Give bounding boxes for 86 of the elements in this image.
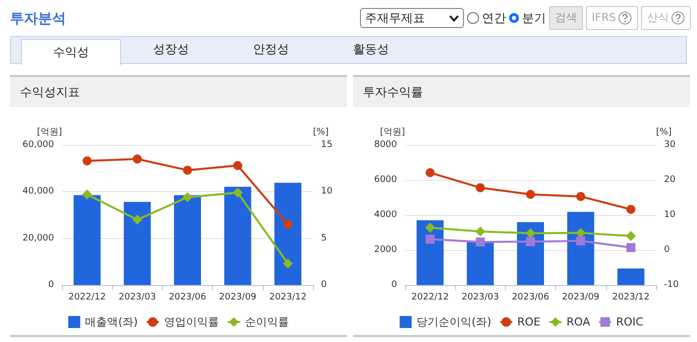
bar (617, 268, 644, 285)
text: 수익성 (21, 39, 121, 65)
point (526, 228, 536, 238)
y2-axis-title: [%] (656, 128, 672, 138)
point (233, 161, 242, 170)
legend-label: ROE (517, 316, 541, 328)
legend-label: 영업이익률 (164, 316, 219, 328)
x-tick-label: 2023/12 (612, 292, 650, 302)
x-tick-label: 2022/12 (68, 292, 106, 302)
y-tick-label: 4000 (374, 210, 398, 220)
legend-label: 매출액(좌) (85, 316, 138, 328)
point (476, 237, 485, 246)
point (475, 226, 486, 236)
point (426, 168, 435, 178)
bar (224, 186, 252, 285)
point (626, 231, 636, 241)
point (282, 258, 293, 269)
point (182, 192, 192, 202)
y-tick-label: 0 (48, 280, 54, 290)
y-tick-label: 20,000 (22, 233, 54, 244)
x-tick-label: 2023/06 (168, 292, 206, 302)
y-tick-label: 6000 (374, 175, 398, 185)
y-axis-title: [억원] (36, 128, 62, 138)
text: 분기 (522, 10, 546, 26)
point (82, 156, 92, 166)
y2-tick-label: 15 (321, 140, 332, 150)
point (232, 188, 243, 198)
text: 투자분석 (10, 10, 66, 28)
bar (174, 195, 201, 285)
point (426, 234, 435, 244)
bar (567, 212, 594, 285)
y2-tick-label: 20 (664, 175, 676, 185)
y2-tick-label: 10 (321, 186, 333, 197)
x-tick-label: 2023/06 (512, 292, 550, 302)
y2-tick-label: 30 (664, 140, 676, 150)
y2-tick-label: 10 (664, 210, 676, 220)
bar (466, 242, 494, 285)
y-tick-label: 2000 (374, 245, 398, 255)
x-tick-label: 2023/12 (269, 292, 307, 302)
point (526, 237, 535, 246)
point (576, 236, 586, 246)
x-tick-label: 2022/12 (411, 292, 449, 302)
bar (74, 195, 101, 285)
y-tick-label: 40,000 (22, 186, 54, 197)
x-tick-label: 2023/03 (118, 292, 156, 302)
x-tick-label: 2023/09 (562, 292, 600, 302)
y2-tick-label: 0 (321, 280, 327, 290)
text: 성장성 (152, 41, 190, 58)
point (132, 154, 142, 164)
y2-tick-label: -10 (664, 280, 679, 290)
bar (124, 202, 151, 285)
y-tick-label: 60,000 (22, 140, 54, 150)
point (626, 243, 636, 252)
text: 안정성 (252, 41, 290, 58)
x-tick-label: 2023/03 (462, 292, 499, 302)
x-tick-label: 2023/09 (219, 292, 257, 302)
y-tick-label: 0 (391, 280, 398, 290)
text: 연간 (482, 10, 506, 26)
legend-label: 당기순이익(좌) (416, 316, 492, 328)
point (526, 190, 535, 199)
point (183, 166, 192, 175)
y2-tick-label: 5 (321, 233, 327, 244)
y2-axis-title: [%] (313, 128, 329, 138)
chart-title: 수익성지표 (10, 75, 347, 107)
y2-tick-label: 0 (664, 245, 670, 255)
point (425, 222, 436, 233)
y-tick-label: 8000 (374, 140, 398, 150)
point (576, 192, 586, 201)
point (283, 220, 292, 229)
point (132, 214, 142, 225)
point (82, 189, 92, 200)
text: 검색 (548, 6, 583, 30)
text: IFRS (586, 6, 638, 30)
text: 산식 (641, 6, 691, 30)
bar (274, 182, 302, 285)
point (476, 183, 485, 192)
legend-label: ROA (566, 316, 591, 328)
legend-label: 순이익률 (244, 316, 289, 328)
bar (416, 220, 444, 285)
text: 주재무제표 (364, 10, 425, 26)
text: 활동성 (352, 41, 390, 58)
point (626, 204, 636, 214)
y-axis-title: [억원] (380, 128, 405, 138)
point (576, 228, 586, 238)
legend-label: ROIC (616, 316, 644, 328)
chart-title: 투자수익률 (353, 75, 690, 107)
